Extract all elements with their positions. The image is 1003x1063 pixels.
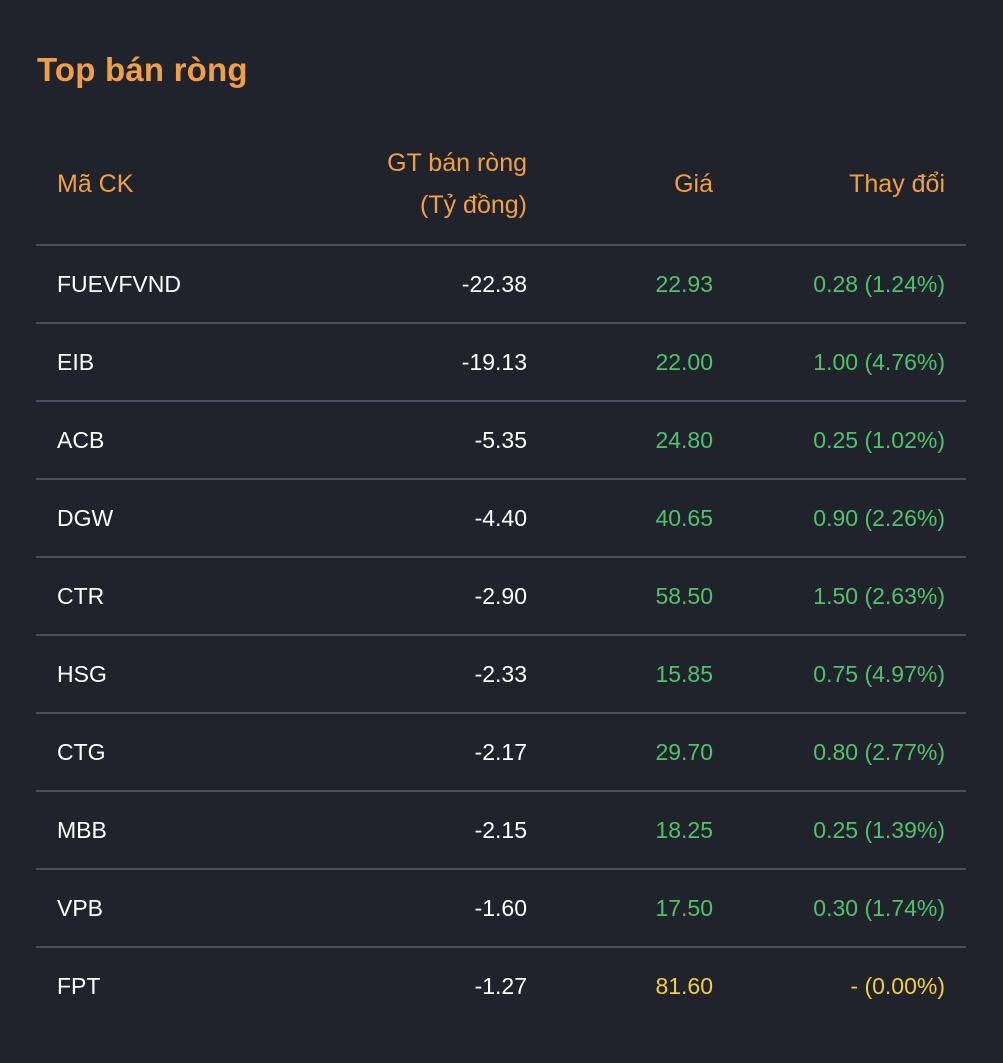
net-sell-value: -2.15 bbox=[474, 817, 527, 843]
table-row[interactable]: CTR -2.90 58.50 1.50 (2.63%) bbox=[36, 558, 966, 636]
net-sell-table: Mã CK GT bán ròng (Tỷ đồng) Giá Thay đổi… bbox=[36, 130, 966, 1026]
table-row[interactable]: FPT -1.27 81.60 - (0.00%) bbox=[36, 948, 966, 1026]
price: 15.85 bbox=[655, 661, 713, 687]
table-header: Mã CK GT bán ròng (Tỷ đồng) Giá Thay đổi bbox=[36, 130, 966, 246]
stock-code: EIB bbox=[57, 349, 95, 375]
stock-code: ACB bbox=[57, 427, 105, 453]
price: 17.50 bbox=[655, 895, 713, 921]
price-change: - (0.00%) bbox=[850, 973, 945, 999]
table-row[interactable]: FUEVFVND -22.38 22.93 0.28 (1.24%) bbox=[36, 246, 966, 324]
price: 22.00 bbox=[655, 349, 713, 375]
table-row[interactable]: VPB -1.60 17.50 0.30 (1.74%) bbox=[36, 870, 966, 948]
panel-title: Top bán ròng bbox=[37, 51, 248, 88]
stock-code: FUEVFVND bbox=[57, 271, 181, 297]
column-header-code[interactable]: Mã CK bbox=[57, 170, 134, 198]
column-header-change[interactable]: Thay đổi bbox=[849, 170, 945, 198]
price-change: 0.28 (1.24%) bbox=[813, 271, 945, 297]
price-change: 0.75 (4.97%) bbox=[813, 661, 945, 687]
price-change: 0.25 (1.02%) bbox=[813, 427, 945, 453]
net-sell-value: -2.90 bbox=[474, 583, 527, 609]
stock-code: CTR bbox=[57, 583, 105, 609]
table-row[interactable]: EIB -19.13 22.00 1.00 (4.76%) bbox=[36, 324, 966, 402]
column-header-price[interactable]: Giá bbox=[674, 170, 713, 198]
table-row[interactable]: HSG -2.33 15.85 0.75 (4.97%) bbox=[36, 636, 966, 714]
column-header-net-sell-value[interactable]: GT bán ròng (Tỷ đồng) bbox=[387, 142, 527, 226]
price: 22.93 bbox=[655, 271, 713, 297]
stock-code: CTG bbox=[57, 739, 106, 765]
column-header-net-sell-value-line1: GT bán ròng bbox=[387, 149, 527, 177]
net-sell-value: -1.60 bbox=[474, 895, 527, 921]
price-change: 0.30 (1.74%) bbox=[813, 895, 945, 921]
table-row[interactable]: DGW -4.40 40.65 0.90 (2.26%) bbox=[36, 480, 966, 558]
price: 58.50 bbox=[655, 583, 713, 609]
price-change: 1.50 (2.63%) bbox=[813, 583, 945, 609]
stock-code: VPB bbox=[57, 895, 104, 921]
net-sell-value: -19.13 bbox=[461, 349, 527, 375]
table-row[interactable]: CTG -2.17 29.70 0.80 (2.77%) bbox=[36, 714, 966, 792]
price-change: 1.00 (4.76%) bbox=[813, 349, 945, 375]
price: 81.60 bbox=[655, 973, 713, 999]
net-sell-value: -2.33 bbox=[474, 661, 527, 687]
stock-code: MBB bbox=[57, 817, 107, 843]
price-change: 0.90 (2.26%) bbox=[813, 505, 945, 531]
price: 24.80 bbox=[655, 427, 713, 453]
column-header-net-sell-value-line2: (Tỷ đồng) bbox=[420, 191, 527, 219]
table-row[interactable]: ACB -5.35 24.80 0.25 (1.02%) bbox=[36, 402, 966, 480]
net-sell-value: -4.40 bbox=[474, 505, 527, 531]
net-sell-value: -1.27 bbox=[474, 973, 527, 999]
net-sell-value: -22.38 bbox=[461, 271, 527, 297]
net-sell-value: -5.35 bbox=[474, 427, 527, 453]
price-change: 0.80 (2.77%) bbox=[813, 739, 945, 765]
stock-code: HSG bbox=[57, 661, 107, 687]
table-row[interactable]: MBB -2.15 18.25 0.25 (1.39%) bbox=[36, 792, 966, 870]
stock-code: DGW bbox=[57, 505, 114, 531]
price: 40.65 bbox=[655, 505, 713, 531]
price: 18.25 bbox=[655, 817, 713, 843]
stock-code: FPT bbox=[57, 973, 101, 999]
table-body: FUEVFVND -22.38 22.93 0.28 (1.24%) EIB -… bbox=[36, 246, 966, 1026]
price-change: 0.25 (1.39%) bbox=[813, 817, 945, 843]
price: 29.70 bbox=[655, 739, 713, 765]
net-sell-value: -2.17 bbox=[474, 739, 527, 765]
